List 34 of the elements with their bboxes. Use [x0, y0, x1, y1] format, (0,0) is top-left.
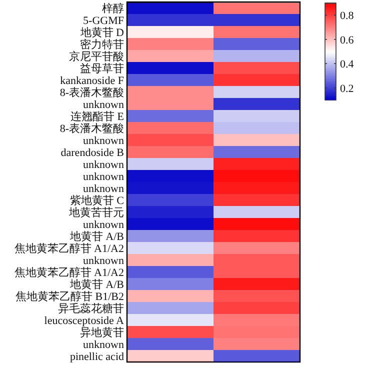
y-tick-label: 焦地黄苯乙醇苷 B1/B2 — [16, 290, 124, 303]
color-bar-label: 0.8 — [340, 10, 354, 22]
y-tick-label: unknown — [83, 171, 124, 183]
y-tick-label: unknown — [83, 339, 124, 351]
y-tick-label: 焦地黄苯乙醇苷 A1/A2 — [14, 266, 124, 279]
y-tick-label: 异地黄苷 — [80, 326, 124, 339]
y-tick-label: unknown — [83, 135, 124, 147]
color-bar-label: 0.2 — [340, 82, 354, 95]
y-tick-label: 地黄苷 D — [79, 26, 124, 39]
y-tick-label: unknown — [83, 183, 124, 195]
y-tick-label: leucosceptoside A — [44, 315, 124, 327]
y-tick-label: darendoside B — [60, 147, 124, 159]
y-tick-label: 益母草苷 — [80, 62, 124, 75]
y-tick-label: 京尼平苷酸 — [69, 50, 124, 63]
y-tick-label: 紫地黄苷 C — [70, 194, 124, 207]
y-tick-label: 梓醇 — [102, 2, 124, 15]
y-tick-label: 异毛蕊花糖苷 — [58, 302, 124, 315]
y-tick-label: unknown — [83, 255, 124, 267]
y-tick-label: kankanoside F — [60, 75, 124, 87]
y-tick-label: 焦地黄苯乙醇苷 A1/A2 — [14, 242, 124, 255]
color-bar-label: 0.4 — [340, 58, 354, 71]
y-tick-label: unknown — [83, 159, 124, 171]
color-bar-label: 0.6 — [340, 34, 354, 46]
y-tick-label: 8-表潘木鳖酸 — [60, 122, 124, 135]
y-tick-label: 连翘酯苷 E — [70, 110, 124, 123]
y-tick-label: 5-GGMF — [83, 15, 124, 27]
y-tick-label: 地黄苦苷元 — [68, 206, 124, 219]
y-tick-label: 密力特苷 — [80, 38, 124, 51]
y-tick-label: pinellic acid — [70, 351, 124, 363]
y-tick-label: 8-表潘木鳖酸 — [60, 86, 124, 99]
y-tick-label: 地黄苷 A/B — [68, 230, 124, 243]
y-tick-label: unknown — [83, 99, 124, 111]
y-tick-label: 地黄苷 A/B — [68, 278, 124, 291]
y-tick-label: unknown — [83, 219, 124, 231]
